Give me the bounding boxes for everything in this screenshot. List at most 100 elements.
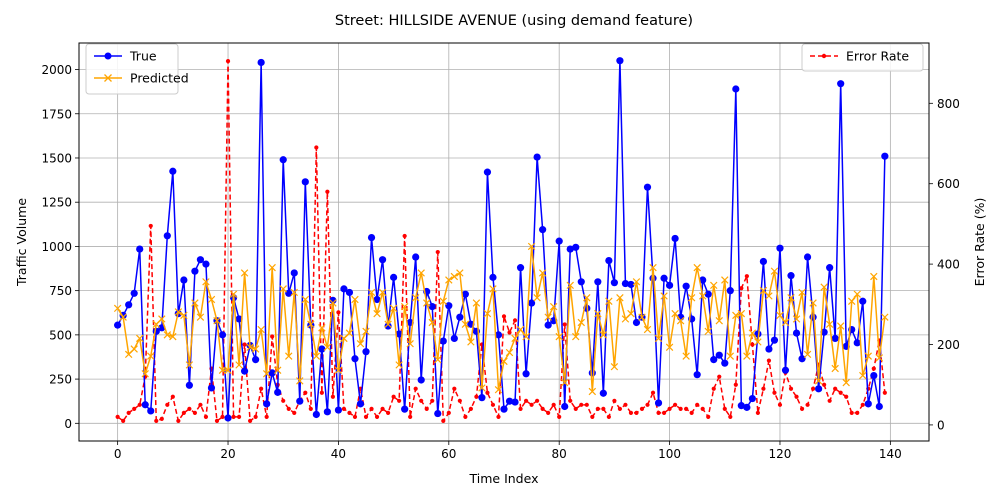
- point-predicted: [235, 361, 243, 369]
- point-error-rate: [860, 402, 865, 407]
- point-predicted: [809, 299, 817, 307]
- point-true: [555, 237, 563, 245]
- point-predicted: [583, 293, 591, 302]
- point-predicted: [870, 272, 878, 281]
- point-true: [417, 376, 425, 384]
- point-predicted: [318, 324, 326, 332]
- point-error-rate: [645, 402, 650, 407]
- point-true: [196, 256, 205, 264]
- point-true: [285, 289, 293, 297]
- point-error-rate: [750, 342, 755, 347]
- point-true: [721, 359, 729, 367]
- point-error-rate: [308, 406, 313, 411]
- point-error-rate: [595, 406, 600, 411]
- point-error-rate: [766, 358, 772, 363]
- series-true: [114, 57, 889, 422]
- point-predicted: [864, 352, 873, 360]
- plot-frame: [78, 42, 930, 442]
- point-true: [263, 400, 271, 408]
- point-error-rate: [601, 406, 606, 411]
- point-predicted: [185, 361, 194, 369]
- point-true: [362, 348, 370, 356]
- point-predicted: [174, 308, 183, 316]
- point-true: [500, 405, 508, 413]
- point-error-rate: [352, 414, 358, 419]
- point-true: [660, 274, 668, 282]
- point-true: [130, 289, 138, 297]
- point-predicted: [605, 297, 613, 305]
- point-predicted: [787, 293, 795, 302]
- point-predicted: [527, 242, 536, 251]
- point-error-rate: [761, 386, 766, 391]
- point-true: [318, 345, 326, 353]
- point-error-rate: [722, 406, 727, 411]
- point-error-rate: [634, 410, 639, 415]
- point-predicted: [483, 309, 492, 318]
- point-true: [743, 403, 751, 411]
- point-error-rate: [126, 410, 131, 415]
- legend-predicted-marker: [104, 74, 112, 82]
- point-error-rate: [590, 414, 595, 419]
- point-true: [483, 168, 492, 176]
- point-true: [831, 334, 839, 343]
- point-predicted: [224, 366, 232, 374]
- point-predicted: [257, 325, 265, 334]
- y-right-tick-label: 600: [937, 177, 960, 191]
- point-true: [715, 351, 723, 359]
- point-predicted: [721, 276, 729, 284]
- point-predicted: [362, 327, 370, 336]
- point-predicted: [467, 338, 475, 346]
- x-tick-label: 100: [658, 447, 681, 461]
- point-error-rate: [739, 286, 744, 291]
- point-predicted: [875, 354, 884, 362]
- point-true: [682, 282, 690, 290]
- point-predicted: [798, 288, 806, 297]
- point-true: [632, 318, 641, 327]
- point-true: [345, 288, 354, 297]
- point-error-rate: [198, 402, 203, 407]
- point-true: [240, 367, 249, 375]
- point-error-rate: [573, 406, 578, 411]
- point-error-rate: [286, 406, 291, 411]
- point-predicted: [842, 378, 850, 387]
- legend-true-label: True: [129, 49, 157, 64]
- y-axis-left: 0 250 500 750 1000 1250 1500 1750 2000: [41, 63, 79, 431]
- point-error-rate: [397, 398, 402, 403]
- point-error-rate: [154, 418, 159, 423]
- point-predicted: [544, 313, 552, 321]
- point-predicted: [776, 311, 784, 320]
- point-predicted: [859, 371, 867, 380]
- point-true: [351, 355, 359, 363]
- point-predicted: [660, 292, 668, 300]
- point-true: [202, 260, 210, 268]
- point-predicted: [610, 362, 619, 371]
- point-true: [837, 80, 845, 88]
- point-predicted: [848, 297, 856, 305]
- point-predicted: [599, 331, 608, 339]
- y-left-tick-label: 1000: [41, 240, 72, 254]
- point-true: [301, 178, 309, 186]
- point-error-rate: [292, 410, 297, 415]
- point-true: [859, 297, 867, 305]
- point-error-rate: [347, 410, 352, 415]
- legend-left: True Predicted: [85, 43, 189, 95]
- point-error-rate: [777, 402, 783, 407]
- point-error-rate: [661, 410, 667, 415]
- point-predicted: [389, 304, 398, 313]
- point-error-rate: [810, 386, 816, 391]
- point-predicted: [229, 290, 238, 298]
- point-true: [770, 336, 779, 344]
- point-predicted: [478, 384, 486, 392]
- point-error-rate: [728, 414, 733, 419]
- point-predicted: [312, 352, 321, 360]
- point-predicted: [687, 293, 696, 302]
- point-true: [296, 397, 304, 405]
- y-axis-right: 0 200 400 600 800: [929, 97, 960, 432]
- point-true: [643, 183, 652, 191]
- point-predicted: [765, 292, 773, 300]
- point-error-rate: [799, 406, 805, 411]
- point-predicted: [141, 370, 149, 378]
- point-error-rate: [628, 410, 634, 415]
- point-predicted: [345, 329, 354, 337]
